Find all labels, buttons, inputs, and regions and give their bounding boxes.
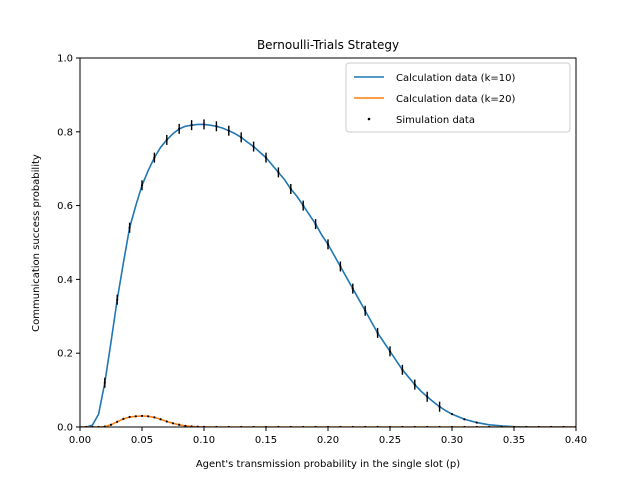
- simulation-point: [116, 420, 119, 423]
- legend-swatch: [367, 117, 371, 121]
- x-tick-label: 0.40: [565, 435, 587, 446]
- x-tick-label: 0.00: [69, 435, 91, 446]
- legend-label: Calculation data (k=10): [396, 73, 515, 84]
- x-tick-label: 0.05: [131, 435, 153, 446]
- x-tick-label: 0.25: [379, 435, 401, 446]
- y-tick-label: 1.0: [57, 54, 73, 65]
- simulation-point: [171, 422, 175, 425]
- y-tick-label: 0.0: [57, 423, 73, 434]
- y-axis: 0.0 0.2 0.4 0.6 0.8 1.0: [57, 54, 80, 434]
- chart-title: Bernoulli-Trials Strategy: [257, 38, 399, 52]
- x-tick-label: 0.20: [317, 435, 339, 446]
- y-tick-label: 0.8: [57, 127, 73, 138]
- y-tick-label: 0.4: [57, 275, 73, 286]
- x-axis-label: Agent's transmission probability in the …: [196, 459, 460, 470]
- legend-label: Simulation data: [396, 115, 475, 126]
- legend-label: Calculation data (k=20): [396, 94, 515, 105]
- simulation-point: [147, 415, 150, 418]
- legend: Calculation data (k=10) Calculation data …: [345, 62, 571, 133]
- simulation-point: [122, 417, 125, 420]
- series-line-1: [80, 415, 576, 427]
- simulation-point: [128, 415, 131, 419]
- legend-items: Calculation data (k=10) Calculation data …: [354, 73, 515, 126]
- x-tick-label: 0.15: [255, 435, 277, 446]
- simulation-point: [140, 414, 144, 418]
- simulation-point: [178, 423, 181, 426]
- y-tick-label: 0.2: [57, 349, 73, 360]
- y-tick-label: 0.6: [57, 201, 73, 212]
- simulation-point: [475, 421, 478, 424]
- y-axis-label: Communication success probability: [31, 154, 42, 332]
- series-layer: [80, 119, 576, 427]
- x-tick-label: 0.30: [441, 435, 463, 446]
- x-tick-label: 0.10: [193, 435, 215, 446]
- simulation-point: [184, 424, 187, 427]
- simulation-point: [159, 418, 162, 421]
- simulation-point: [109, 423, 113, 426]
- x-tick-label: 0.35: [503, 435, 525, 446]
- simulation-point: [463, 418, 466, 421]
- simulation-point: [450, 412, 454, 416]
- x-axis: 0.00 0.05 0.10 0.15 0.20 0.25 0.30 0.35 0.40: [69, 427, 587, 446]
- legend-box: [345, 62, 571, 133]
- simulation-point: [153, 416, 156, 419]
- simulation-point: [134, 415, 137, 418]
- simulation-point: [165, 420, 168, 423]
